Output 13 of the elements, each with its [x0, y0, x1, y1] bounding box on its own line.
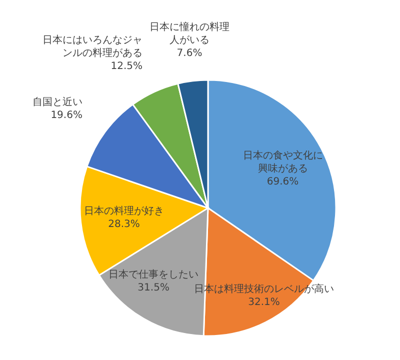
data-label: 32.1% — [248, 296, 280, 308]
data-label: 31.5% — [138, 282, 170, 294]
slice-label: 日本に憧れの料理人がいる — [150, 20, 230, 46]
slice-label: 日本で仕事をしたい — [108, 268, 199, 280]
slice-label: 日本の料理が好き — [84, 204, 164, 217]
slice-label: 日本にはいろんなジャンルの料理がある — [42, 34, 143, 59]
data-label: 12.5% — [110, 60, 143, 72]
data-label: 69.6% — [266, 176, 299, 188]
slice-label: 自国と近い — [32, 96, 82, 108]
data-label: 28.3% — [108, 218, 140, 230]
data-label: 7.6% — [176, 48, 202, 59]
data-label: 19.6% — [50, 110, 82, 121]
slice-label: 日本の食や文化に興味がある — [242, 149, 323, 174]
